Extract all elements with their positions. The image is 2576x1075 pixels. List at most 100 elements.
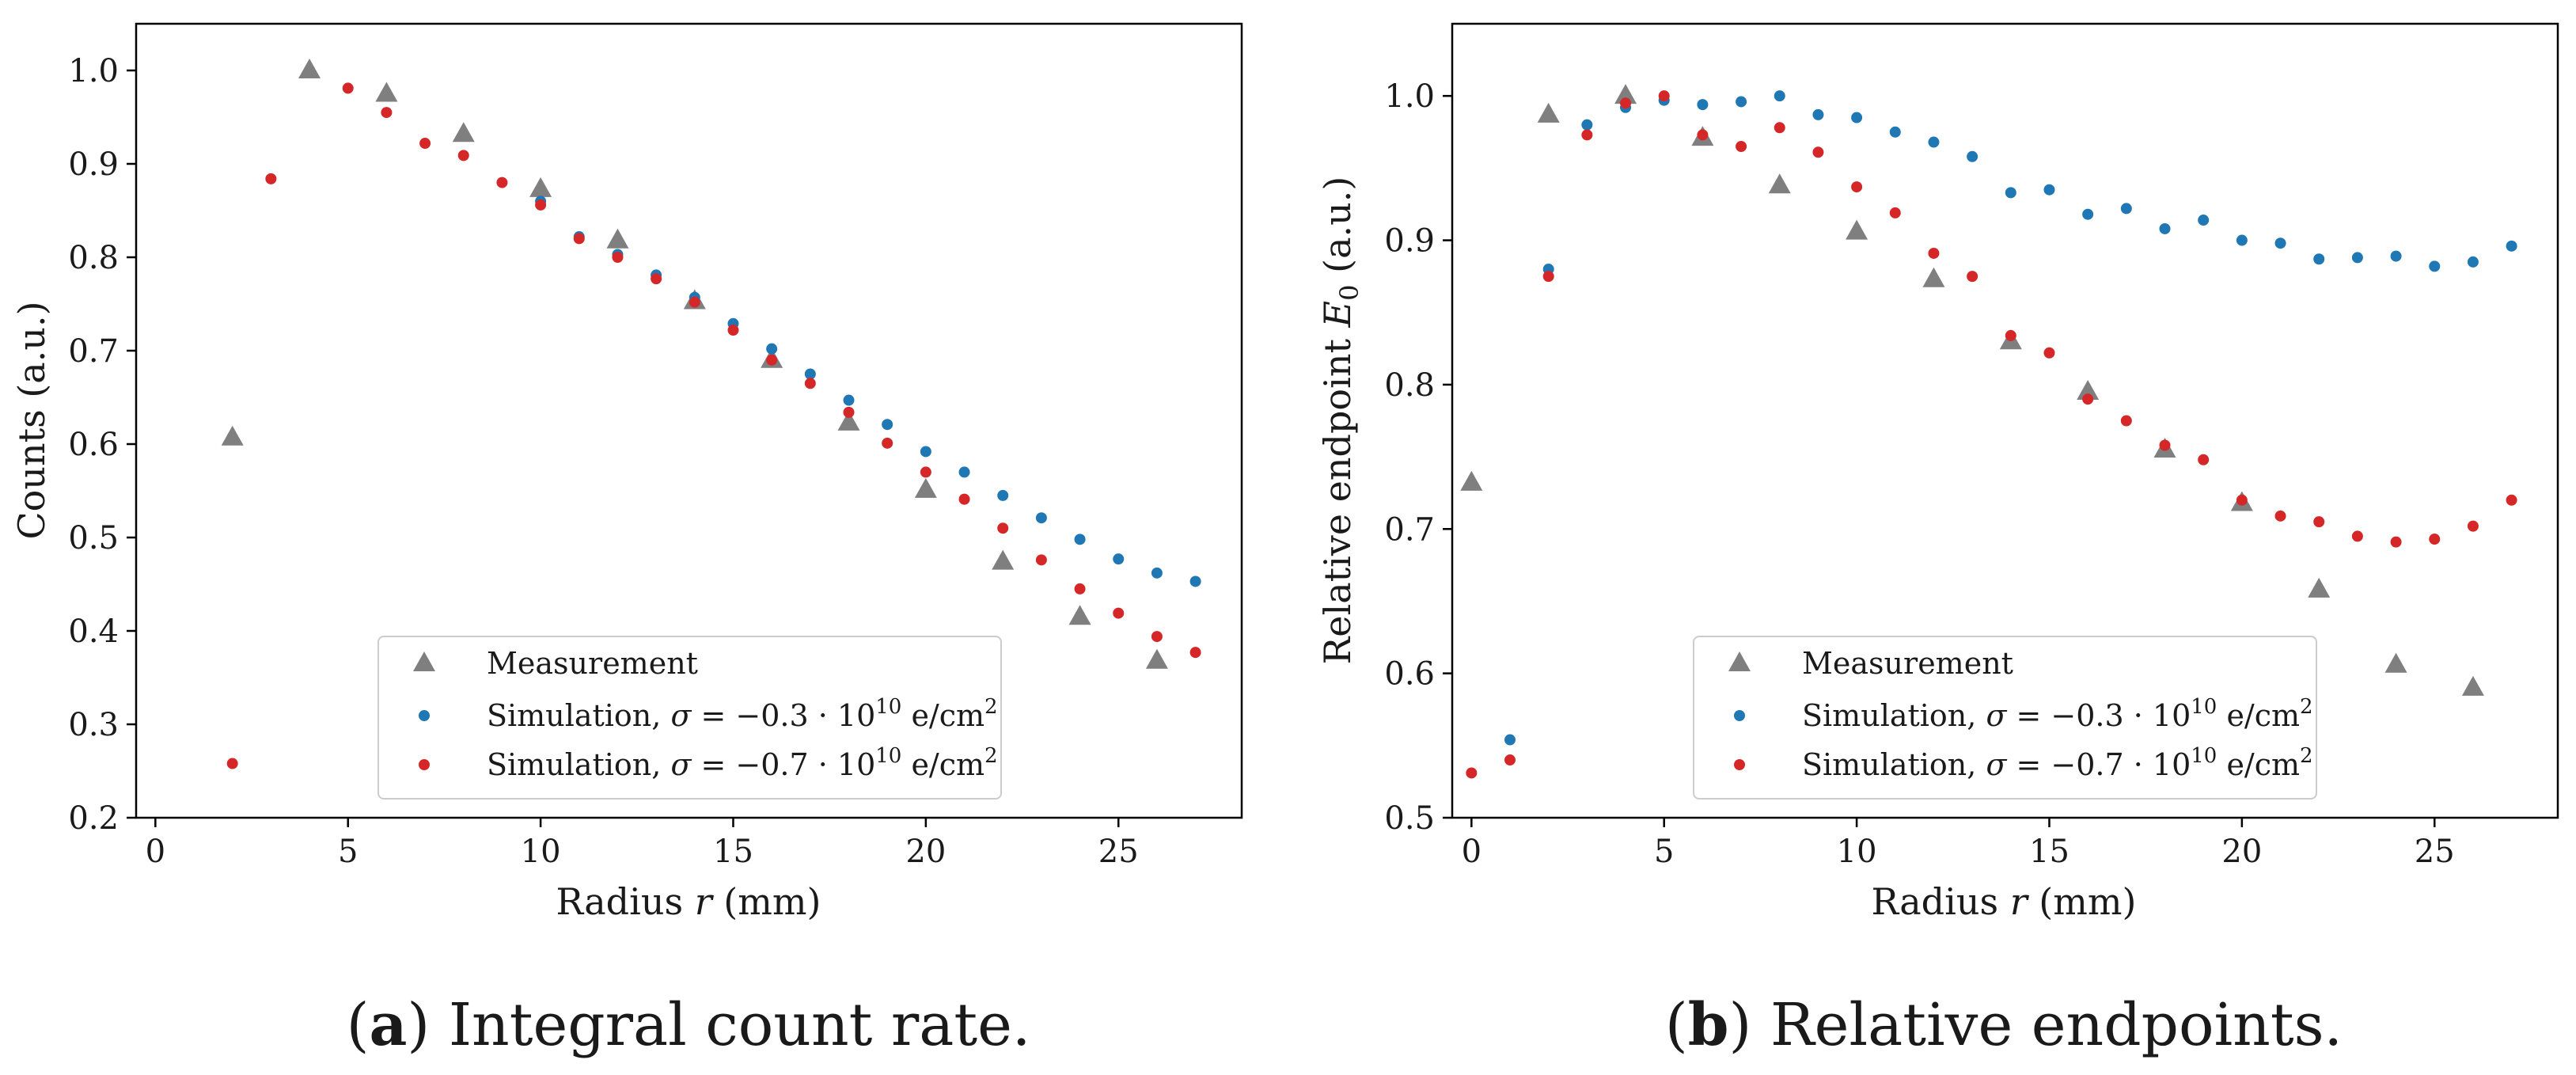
- panel-b-simulation-point: [1774, 90, 1785, 102]
- panel-b-simulation-point: [1889, 126, 1901, 138]
- panel-b-simulation-point: [2159, 222, 2171, 234]
- panel-b-simulation-point: [1889, 207, 1901, 218]
- panel-b-simulation-point: [1812, 108, 1824, 120]
- panel-b-simulation-point: [2082, 208, 2094, 220]
- panel-b-x-tick-label: 0: [1462, 834, 1481, 870]
- panel-a-simulation-point: [727, 325, 739, 336]
- panel-b-simulation-point: [1620, 97, 1632, 109]
- panel-b-simulation-point: [2043, 347, 2055, 359]
- panel-a-measurement-point: [529, 177, 552, 197]
- panel-a-simulation-point: [419, 138, 431, 150]
- panel-a-y-tick-label: 0.9: [68, 146, 119, 183]
- panel-a-simulation-point: [920, 466, 931, 478]
- panel-a-simulation-point: [804, 368, 816, 380]
- panel-b-simulation-point: [2390, 536, 2402, 548]
- panel-b-simulation-point: [2198, 215, 2210, 226]
- panel-b-y-axis-label: Relative endpoint E0 (a.u.): [1316, 177, 1364, 665]
- panel-b-simulation-point: [1967, 271, 1978, 283]
- panel-b-simulation-point: [2390, 250, 2402, 262]
- panel-a-simulation-point: [882, 437, 893, 449]
- panel-a-simulation-point: [997, 522, 1009, 534]
- panel-b-simulation-point: [2429, 260, 2441, 272]
- panel-a-measurement-point: [1068, 605, 1091, 625]
- panel-a-simulation-point: [1189, 575, 1201, 587]
- panel-a-legend-sim2-label: Simulation, σ = −0.7 · 1010 e/cm2: [487, 744, 998, 782]
- panel-b-y-tick-label: 0.7: [1384, 511, 1435, 548]
- panel-b-caption: (b) Relative endpoints.: [1665, 991, 2343, 1059]
- panel-a-x-axis-label: Radius r (mm): [556, 880, 821, 923]
- panel-b-simulation-point: [1466, 767, 1478, 779]
- panel-b-measurement-point: [2461, 675, 2484, 696]
- panel-a-x-ticks: 0 5 10 15 20 25: [146, 818, 1139, 870]
- panel-b-measurement-point: [1614, 84, 1637, 104]
- panel-a-axes-frame: [135, 22, 1243, 819]
- panel-a-simulation-point: [958, 466, 970, 478]
- panel-b-y-tick-label: 1.0: [1384, 78, 1435, 115]
- panel-b-legend-box: [1693, 636, 2317, 800]
- panel-b-measurement-point: [2077, 380, 2100, 401]
- panel-b-simulation-point: [1736, 141, 1747, 153]
- panel-b-legend-sim2-marker: [1734, 759, 1745, 770]
- panel-b-y-tick-label: 0.5: [1384, 800, 1435, 837]
- panel-a-legend-measurement-label: Measurement: [487, 646, 698, 681]
- panel-a-simulation-point: [1035, 512, 1047, 524]
- panel-b-series-2: [1466, 90, 2517, 779]
- panel-b-simulation-point: [1928, 247, 1940, 259]
- panel-a-simulation-point: [958, 493, 970, 505]
- panel-b-series-1: [1504, 90, 2517, 746]
- panel-a-x-tick-label: 20: [905, 834, 946, 870]
- panel-b-legend-sim2-label: Simulation, σ = −0.7 · 1010 e/cm2: [1802, 744, 2313, 782]
- panel-a-integral-count-rate: 0 5 10 15 20 25 0.2 0.3 0.4 0.5 0.6 0.7 0.8 0.9 1.0 R…: [10, 22, 1243, 1059]
- panel-a-y-tick-label: 0.5: [68, 520, 119, 556]
- panel-b-simulation-point: [2198, 454, 2210, 465]
- panel-a-x-tick-label: 25: [1098, 834, 1139, 870]
- panel-a-simulation-point: [496, 177, 508, 188]
- panel-a-x-tick-label: 5: [338, 834, 358, 870]
- panel-b-simulation-point: [2236, 234, 2248, 246]
- panel-a-simulation-point: [1151, 567, 1163, 579]
- panel-b-x-tick-label: 15: [2029, 834, 2070, 870]
- panel-b-legend-sim1-label: Simulation, σ = −0.3 · 1010 e/cm2: [1802, 695, 2313, 733]
- panel-b-simulation-point: [2274, 510, 2286, 522]
- panel-b-measurement-point: [1768, 173, 1791, 194]
- panel-b-measurement-point: [1460, 470, 1483, 491]
- panel-a-y-ticks: 0.2 0.3 0.4 0.5 0.6 0.7 0.8 0.9 1.0: [68, 53, 136, 837]
- panel-b-x-tick-label: 25: [2415, 834, 2455, 870]
- panel-b-y-tick-label: 0.9: [1384, 223, 1435, 260]
- panel-b-x-tick-label: 5: [1654, 834, 1674, 870]
- panel-b-simulation-point: [1928, 136, 1940, 148]
- panel-a-legend-box: [377, 636, 1002, 800]
- panel-b-simulation-point: [1542, 271, 1554, 283]
- panel-a-legend-measurement-marker: [413, 651, 435, 671]
- panel-b-simulation-point: [2005, 187, 2016, 199]
- panel-b-x-axis-label: Radius r (mm): [1872, 880, 2137, 923]
- panel-a-simulation-point: [766, 354, 778, 366]
- panel-a-simulation-point: [1189, 647, 1201, 659]
- panel-a-x-tick-label: 15: [713, 834, 753, 870]
- panel-a-simulation-point: [1113, 607, 1125, 619]
- panel-a-simulation-point: [920, 446, 931, 458]
- panel-b-simulation-point: [2313, 516, 2325, 528]
- panel-b-simulation-point: [2351, 252, 2363, 264]
- panel-b-simulation-point: [1504, 754, 1516, 766]
- panel-a-simulation-point: [1151, 631, 1163, 643]
- panel-a-series-2: [226, 82, 1201, 769]
- panel-a-simulation-point: [573, 233, 585, 245]
- panel-a-y-axis-label: Counts (a.u.): [10, 301, 53, 539]
- panel-b-y-ticks: 0.5 0.6 0.7 0.8 0.9 1.0: [1384, 78, 1452, 837]
- panel-a-plot-area: [221, 59, 1201, 769]
- panel-b-simulation-point: [1736, 96, 1747, 108]
- panel-a-legend-sim1-marker: [419, 710, 430, 721]
- panel-a-measurement-point: [375, 82, 398, 102]
- panel-a-simulation-point: [226, 758, 238, 769]
- panel-b-axes-frame: [1451, 22, 2559, 819]
- panel-b-simulation-point: [1774, 122, 1785, 134]
- panel-b-simulation-point: [1851, 112, 1863, 123]
- panel-a-y-tick-label: 0.2: [68, 800, 119, 837]
- panel-a-x-tick-label: 10: [521, 834, 561, 870]
- panel-b-simulation-point: [1697, 129, 1709, 141]
- panel-b-simulation-point: [2005, 329, 2016, 341]
- panel-b-simulation-point: [2506, 494, 2517, 506]
- panel-a-simulation-point: [535, 199, 547, 211]
- panel-a-simulation-point: [265, 173, 277, 184]
